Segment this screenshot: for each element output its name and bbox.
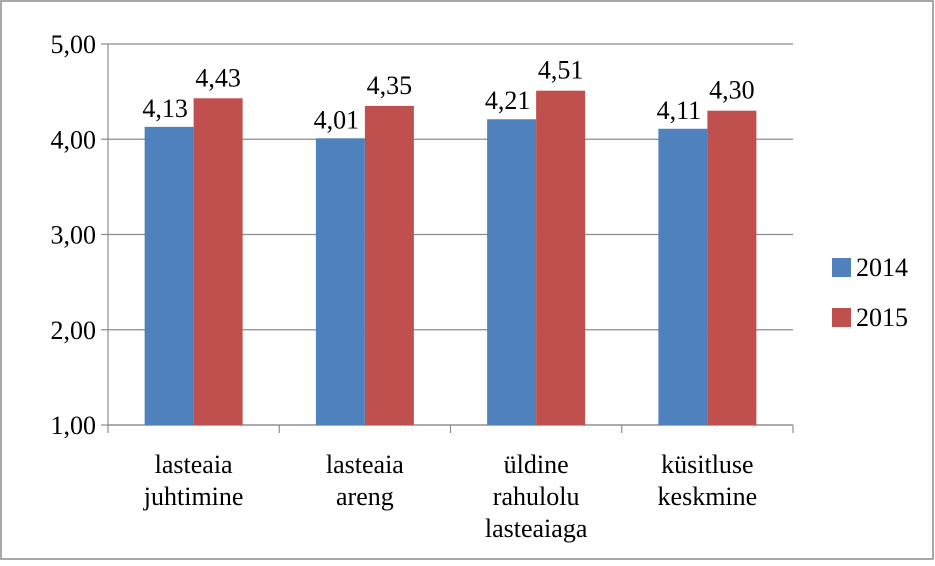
bar-2015 [364,105,414,425]
data-label-2014: 4,21 [485,86,531,115]
legend-swatch-2015 [832,308,851,327]
x-tick-label-line: juhtimine [143,482,244,511]
bar-2014 [487,119,537,425]
data-label-2015: 4,43 [195,63,241,92]
x-tick-label-line: lasteaia [326,450,404,479]
x-tick-label-line: küsitluse [661,450,753,479]
x-axis-ticks: lasteaia juhtimine lasteaia areng üldine rahu… [143,450,757,543]
bar-2014 [658,128,708,425]
y-tick-label: 1,00 [51,411,97,440]
data-labels: 4,134,43 4,014,35 4,214,51 4,114,30 [142,56,754,135]
legend-swatch-2014 [832,258,851,277]
data-label-2015: 4,35 [367,71,413,100]
x-tick-label-line: üldine [504,450,569,479]
y-tick-label: 5,00 [51,30,97,59]
legend: 2014 2015 [832,253,908,332]
x-tick-label: üldine rahulolu lasteaiaga [485,450,588,543]
bar-2015 [536,90,586,426]
x-tick-label-line: keskmine [658,482,758,511]
y-tick-label: 2,00 [51,316,97,345]
data-label-2015: 4,30 [709,76,755,105]
data-label-2014: 4,01 [314,105,360,134]
x-tick-label-line: rahulolu [493,482,580,511]
legend-label-2014: 2014 [856,253,908,282]
x-tick-label: lasteaia areng [326,450,404,511]
data-label-2015: 4,51 [538,56,584,85]
bar-2014 [144,126,194,426]
y-tick-label: 3,00 [51,221,97,250]
x-tick-label-line: lasteaia [155,450,233,479]
bars [144,90,757,426]
legend-label-2015: 2015 [856,303,908,332]
data-label-2014: 4,13 [142,94,188,123]
bar-2015 [707,110,757,426]
y-tick-label: 4,00 [51,125,97,154]
bar-2015 [193,98,243,425]
x-tick-label: küsitluse keskmine [658,450,758,511]
data-label-2014: 4,11 [657,96,702,125]
x-tick-label-line: areng [336,482,394,511]
x-tick-label-line: lasteaiaga [485,514,588,543]
x-tick-label: lasteaia juhtimine [143,450,244,511]
bar-2014 [315,138,365,426]
y-axis-ticks: 5,00 4,00 3,00 2,00 1,00 [51,30,97,440]
